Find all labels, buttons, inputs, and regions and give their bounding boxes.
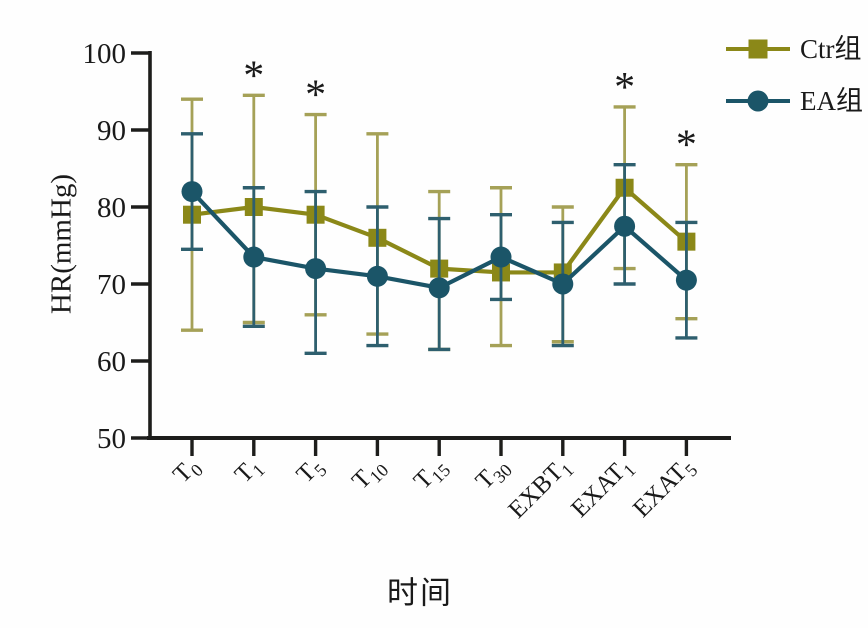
ea-circle-marker — [614, 215, 636, 237]
legend: Ctr组 EA组 — [726, 34, 863, 116]
x-tick-label: T5 — [292, 452, 331, 491]
ctr-square-legend-marker-icon — [726, 38, 790, 60]
y-tick-label: 100 — [83, 38, 127, 70]
ea-circle-marker — [552, 273, 574, 295]
ctr-legend-square — [748, 39, 768, 59]
ea-circle-marker — [305, 258, 327, 280]
y-tick-label: 90 — [97, 115, 126, 147]
x-tick-label: T15 — [409, 452, 454, 497]
ea-circle-marker — [366, 265, 388, 287]
legend-entry-ctr-group: Ctr组 — [726, 34, 863, 64]
y-tick-label: 60 — [97, 346, 126, 378]
ea-circle-marker — [675, 269, 697, 291]
y-tick-label: 80 — [97, 192, 126, 224]
ea-circle-marker — [181, 181, 203, 203]
y-axis-title: HR(mmHg) — [45, 173, 78, 315]
ea-circle-marker — [243, 246, 265, 268]
ea-circle-legend-marker-icon — [726, 90, 790, 112]
x-tick-label: T10 — [347, 452, 392, 497]
significance-asterisk: * — [305, 73, 326, 119]
x-tick-label: T30 — [471, 452, 516, 497]
significance-asterisk: * — [676, 123, 697, 169]
x-tick-label: T0 — [168, 452, 207, 491]
x-axis-title: 时间 — [387, 575, 453, 611]
x-tick-label: EXBT1 — [503, 452, 577, 526]
ea-circle-marker — [490, 246, 512, 268]
ea-legend-circle — [747, 90, 769, 112]
ctr-legend-label: Ctr组 — [800, 34, 862, 64]
y-tick-label: 70 — [97, 269, 126, 301]
ea-circle-marker — [428, 277, 450, 299]
x-tick-label: EXAT5 — [628, 452, 701, 525]
significance-asterisk: * — [614, 65, 635, 111]
x-tick-label: T1 — [230, 452, 269, 491]
x-tick-label: EXAT1 — [566, 452, 639, 525]
y-tick-label: 50 — [97, 423, 126, 455]
legend-entry-ea-group: EA组 — [726, 86, 863, 116]
ea-legend-label: EA组 — [800, 86, 863, 116]
significance-asterisk: * — [243, 53, 264, 99]
